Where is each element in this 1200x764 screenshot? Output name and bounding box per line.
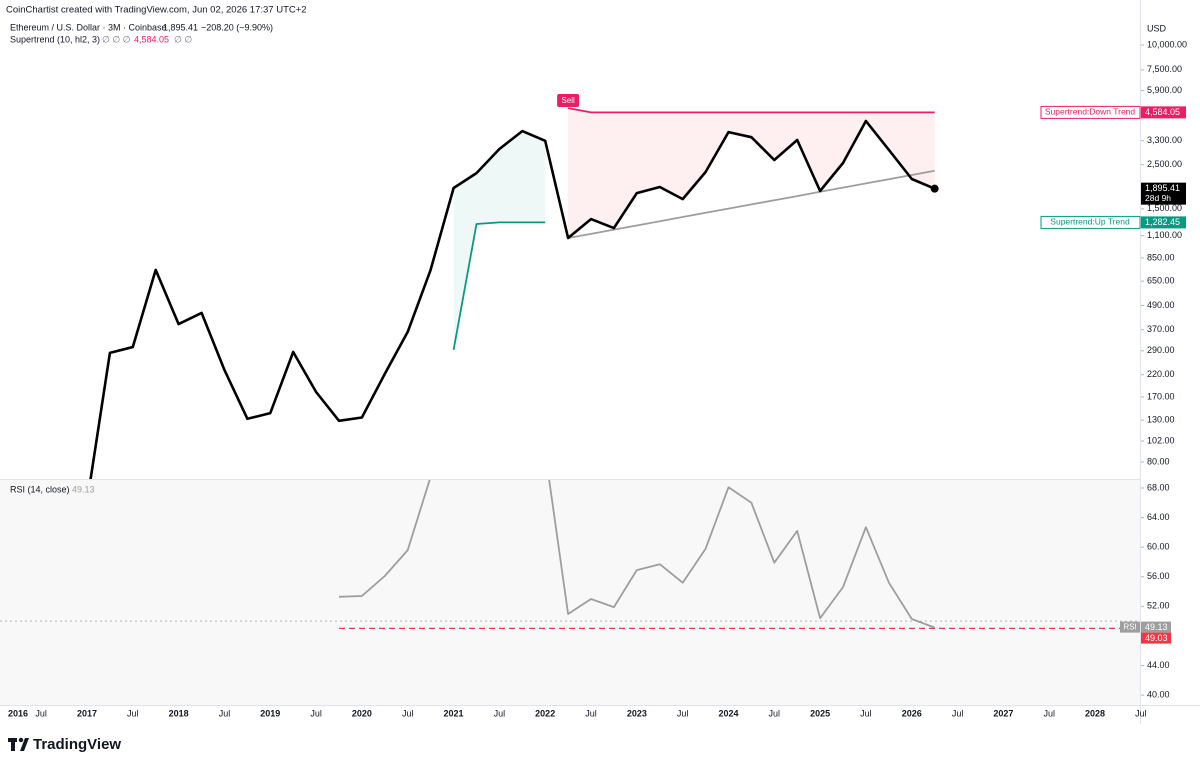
y-tick-label: 1,100.00 [1147, 230, 1182, 240]
y-tick-label: 5,900.00 [1147, 85, 1182, 95]
rsi-value: 49.13 [1145, 622, 1168, 632]
x-tick-label: Jul [952, 708, 964, 718]
rsi-legend-value: 49.13 [72, 484, 95, 494]
x-tick-label: 2025 [810, 708, 830, 718]
series-line [567, 107, 935, 114]
price-change: −208.20 (−9.90%) [201, 22, 273, 32]
brand: TradingView [33, 736, 121, 753]
trend-fill [453, 131, 546, 350]
value-label: 4,584.05 [1145, 107, 1180, 117]
axis-label: USD [1147, 23, 1167, 33]
rsi-plot [0, 480, 1140, 629]
x-tick-label: 2027 [993, 708, 1013, 718]
x-tick-label: Jul [494, 708, 506, 718]
label-box [1040, 215, 1141, 229]
y-tick-label: 60.00 [1147, 542, 1170, 552]
y-tick-label: 40.00 [1147, 690, 1170, 700]
countdown: 28d 9h [1145, 193, 1171, 203]
trend-fill [568, 108, 935, 239]
series-line [452, 221, 546, 351]
legend-label: Supertrend:Down Trend [1045, 107, 1136, 117]
y-tick-label: 52.00 [1147, 601, 1170, 611]
x-tick-label: 2020 [352, 708, 372, 718]
y-tick-label: 80.00 [1147, 456, 1170, 466]
label-box [1040, 105, 1141, 119]
last-price-dot [930, 184, 939, 193]
y-tick-label: 290.00 [1147, 345, 1175, 355]
legend-label: Supertrend:Up Trend [1050, 217, 1130, 227]
x-tick-label: 2024 [718, 708, 738, 718]
x-tick-label: 2016 [8, 708, 28, 718]
indicator-value: 4,584.05 [134, 34, 169, 44]
y-tick-label: 650.00 [1147, 275, 1175, 285]
chart-title: Ethereum / U.S. Dollar · 3M · Coinbase [10, 22, 167, 32]
value-box [1141, 216, 1186, 229]
rsi-name-box [1120, 621, 1140, 633]
y-tick-label: 64.00 [1147, 512, 1170, 522]
y-tick-label: 850.00 [1147, 252, 1175, 262]
y-tick-label: 10,000.00 [1147, 39, 1187, 49]
x-axis: 2016 Jul 2017 Jul 2018 Jul 2019 Jul 2020 Jul 2021 J… [8, 708, 1147, 718]
indicator-params: ∅ ∅ ∅ [102, 34, 131, 44]
y-tick-label: 170.00 [1147, 391, 1175, 401]
last-price: 1,895.41 [163, 22, 198, 32]
x-tick-label: Jul [860, 708, 872, 718]
x-tick-label: 2019 [260, 708, 280, 718]
reference-box [1141, 632, 1171, 644]
y-tick-label: 56.00 [1147, 571, 1170, 581]
credit: CoinChartist created with TradingView.co… [6, 5, 307, 16]
x-tick-label: 2028 [1085, 708, 1105, 718]
x-tick-label: 2017 [77, 708, 97, 718]
signal-label: Sell [561, 96, 575, 105]
x-tick-label: Jul [769, 708, 781, 718]
x-tick-label: Jul [35, 708, 47, 718]
brand-logo [8, 737, 29, 751]
x-tick-label: Jul [402, 708, 414, 718]
x-tick-label: Jul [1135, 708, 1147, 718]
price-plot [89, 107, 939, 479]
rsi-value-box [1141, 621, 1171, 633]
rsi-name: RSI [1123, 623, 1136, 632]
y-tick-label: 490.00 [1147, 300, 1175, 310]
series-line [89, 119, 936, 479]
y-tick-label: 370.00 [1147, 324, 1175, 334]
y-tick-label: 2,500.00 [1147, 159, 1182, 169]
indicator-tail: ∅ ∅ [174, 34, 192, 44]
value-label: 1,282.45 [1145, 217, 1180, 227]
indicator-title: Supertrend (10, hl2, 3) [10, 34, 100, 44]
x-tick-label: 2021 [444, 708, 464, 718]
y-tick-label: 68.00 [1147, 482, 1170, 492]
value-label: 1,895.41 [1145, 183, 1180, 193]
y-tick-label: 3,300.00 [1147, 135, 1182, 145]
x-tick-label: 2023 [627, 708, 647, 718]
y-tick-label: 102.00 [1147, 435, 1175, 445]
value-box [1141, 106, 1186, 119]
rsi-title: RSI (14, close) [10, 484, 70, 494]
reference-label: 49.03 [1145, 633, 1168, 643]
series-line [338, 480, 936, 629]
y-axis: 10,000.00 7,500.00 5,900.00 3,300.00 2,500.0… [1141, 39, 1187, 700]
x-tick-label: Jul [219, 708, 231, 718]
y-tick-label: 220.00 [1147, 369, 1175, 379]
signal-box [557, 94, 580, 107]
x-tick-label: Jul [585, 708, 597, 718]
x-tick-label: Jul [677, 708, 689, 718]
x-tick-label: Jul [127, 708, 139, 718]
y-tick-label: 1,500.00 [1147, 203, 1182, 213]
series-line [567, 169, 935, 239]
x-tick-label: 2022 [535, 708, 555, 718]
x-tick-label: Jul [1043, 708, 1055, 718]
x-tick-label: Jul [310, 708, 322, 718]
y-tick-label: 7,500.00 [1147, 64, 1182, 74]
x-tick-label: 2018 [169, 708, 189, 718]
y-tick-label: 44.00 [1147, 660, 1170, 670]
value-box [1141, 182, 1186, 205]
rsi-panel [0, 480, 1140, 705]
x-tick-label: 2026 [902, 708, 922, 718]
y-tick-label: 130.00 [1147, 414, 1175, 424]
